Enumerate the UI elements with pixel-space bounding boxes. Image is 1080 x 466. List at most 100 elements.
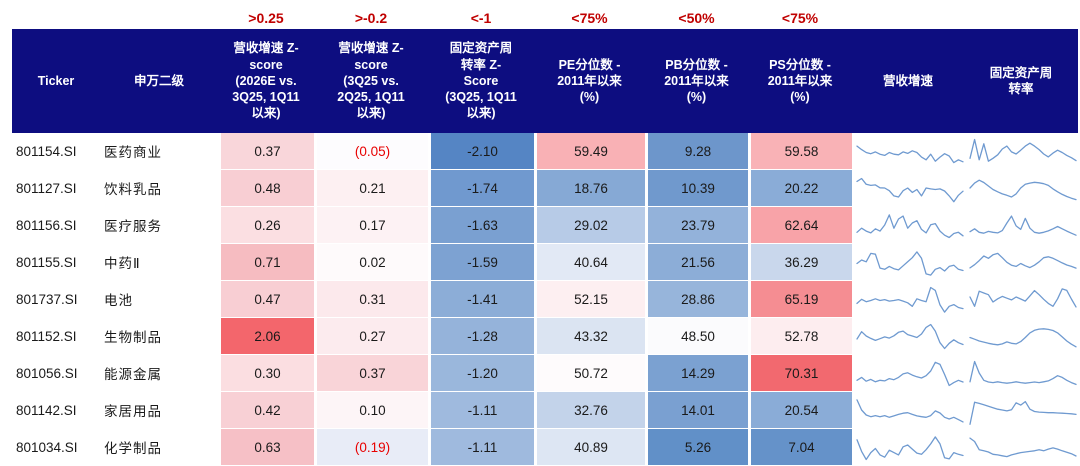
value-cell: 28.86: [645, 281, 748, 318]
industry-cell: 医药商业: [100, 133, 218, 170]
sparkline-cell: [852, 392, 964, 429]
header-industry: 申万二级: [100, 29, 218, 133]
value-cell: 18.76: [534, 170, 645, 207]
annotation-pb: <50%: [645, 0, 748, 29]
sparkline-cell: [964, 429, 1078, 466]
ticker-cell: 801737.SI: [12, 281, 100, 318]
value-cell: 0.71: [218, 244, 314, 281]
ticker-cell: 801154.SI: [12, 133, 100, 170]
value-cell: -1.41: [428, 281, 534, 318]
annotation-z2: >-0.2: [314, 0, 428, 29]
fixed-asset-turnover-sparkline: [969, 327, 1077, 347]
value-cell: 7.04: [748, 429, 852, 466]
value-cell: 0.30: [218, 355, 314, 392]
value-cell: 62.64: [748, 207, 852, 244]
revenue-growth-sparkline: [856, 250, 964, 276]
revenue-growth-sparkline: [856, 361, 964, 386]
annotation-empty-spark2: [964, 0, 1078, 29]
value-cell: -2.10: [428, 133, 534, 170]
value-cell: 0.17: [314, 207, 428, 244]
annotation-empty-ticker: [12, 0, 100, 29]
header-fixed-asset-turnover-zscore: 固定资产周 转率 Z- Score (3Q25, 1Q11 以来): [428, 29, 534, 133]
value-cell: 0.27: [314, 318, 428, 355]
value-cell: 0.48: [218, 170, 314, 207]
value-cell: 43.32: [534, 318, 645, 355]
value-cell: 0.63: [218, 429, 314, 466]
value-cell: 32.76: [534, 392, 645, 429]
sparkline-cell: [964, 207, 1078, 244]
revenue-growth-sparkline: [856, 323, 964, 349]
annotation-z1: >0.25: [218, 0, 314, 29]
value-cell: 50.72: [534, 355, 645, 392]
value-cell: 23.79: [645, 207, 748, 244]
value-cell: 20.22: [748, 170, 852, 207]
fixed-asset-turnover-sparkline: [969, 287, 1077, 308]
sparkline-cell: [852, 207, 964, 244]
table-row: 801056.SI 能源金属 0.30 0.37 -1.20 50.72 14.…: [12, 355, 1078, 392]
industry-cell: 化学制品: [100, 429, 218, 466]
sparkline-cell: [852, 355, 964, 392]
value-cell: (0.05): [314, 133, 428, 170]
fixed-asset-turnover-sparkline: [969, 400, 1077, 425]
ticker-cell: 801056.SI: [12, 355, 100, 392]
data-table: >0.25 >-0.2 <-1 <75% <50% <75% Ticker 申万…: [12, 0, 1078, 466]
value-cell: -1.20: [428, 355, 534, 392]
value-cell: 14.29: [645, 355, 748, 392]
value-cell: 0.21: [314, 170, 428, 207]
header-ps-percentile: PS分位数 - 2011年以来 (%): [748, 29, 852, 133]
sparkline-cell: [964, 281, 1078, 318]
value-cell: 14.01: [645, 392, 748, 429]
table-row: 801156.SI 医疗服务 0.26 0.17 -1.63 29.02 23.…: [12, 207, 1078, 244]
fixed-asset-turnover-sparkline: [969, 179, 1077, 200]
value-cell: 0.37: [218, 133, 314, 170]
revenue-growth-sparkline: [856, 144, 964, 163]
annotation-empty-spark1: [852, 0, 964, 29]
sparkline-cell: [964, 133, 1078, 170]
value-cell: 0.02: [314, 244, 428, 281]
value-cell: 20.54: [748, 392, 852, 429]
table-row: 801154.SI 医药商业 0.37 (0.05) -2.10 59.49 9…: [12, 133, 1078, 170]
sparkline-cell: [964, 355, 1078, 392]
table-row: 801127.SI 饮料乳品 0.48 0.21 -1.74 18.76 10.…: [12, 170, 1078, 207]
value-cell: 9.28: [645, 133, 748, 170]
value-cell: -1.11: [428, 429, 534, 466]
value-cell: 40.64: [534, 244, 645, 281]
header-fixed-asset-turnover-sparkline: 固定资产周 转率: [964, 29, 1078, 133]
value-cell: 2.06: [218, 318, 314, 355]
ticker-cell: 801155.SI: [12, 244, 100, 281]
sparkline-cell: [852, 244, 964, 281]
ticker-cell: 801034.SI: [12, 429, 100, 466]
value-cell: 29.02: [534, 207, 645, 244]
fixed-asset-turnover-sparkline: [969, 436, 1077, 457]
table-row: 801142.SI 家居用品 0.42 0.10 -1.11 32.76 14.…: [12, 392, 1078, 429]
revenue-growth-sparkline: [856, 177, 964, 202]
value-cell: 0.37: [314, 355, 428, 392]
revenue-growth-sparkline: [856, 286, 964, 313]
value-cell: 0.31: [314, 281, 428, 318]
value-cell: 0.26: [218, 207, 314, 244]
value-cell: -1.74: [428, 170, 534, 207]
value-cell: 0.42: [218, 392, 314, 429]
table-row: 801737.SI 电池 0.47 0.31 -1.41 52.15 28.86…: [12, 281, 1078, 318]
value-cell: 10.39: [645, 170, 748, 207]
annotation-z3: <-1: [428, 0, 534, 29]
header-revenue-growth-sparkline: 营收增速: [852, 29, 964, 133]
value-cell: 65.19: [748, 281, 852, 318]
sparkline-cell: [852, 170, 964, 207]
table-body: 801154.SI 医药商业 0.37 (0.05) -2.10 59.49 9…: [12, 133, 1078, 466]
value-cell: 48.50: [645, 318, 748, 355]
header-row: Ticker 申万二级 营收增速 Z- score (2026E vs. 3Q2…: [12, 29, 1078, 133]
fixed-asset-turnover-sparkline: [969, 252, 1077, 269]
value-cell: -1.11: [428, 392, 534, 429]
fixed-asset-turnover-sparkline: [969, 138, 1077, 162]
value-cell: (0.19): [314, 429, 428, 466]
annotation-empty-name: [100, 0, 218, 29]
sparkline-cell: [964, 170, 1078, 207]
sparkline-cell: [964, 318, 1078, 355]
revenue-growth-sparkline: [856, 213, 964, 238]
revenue-growth-sparkline: [856, 435, 964, 460]
value-cell: 40.89: [534, 429, 645, 466]
header-pb-percentile: PB分位数 - 2011年以来 (%): [645, 29, 748, 133]
industry-cell: 饮料乳品: [100, 170, 218, 207]
